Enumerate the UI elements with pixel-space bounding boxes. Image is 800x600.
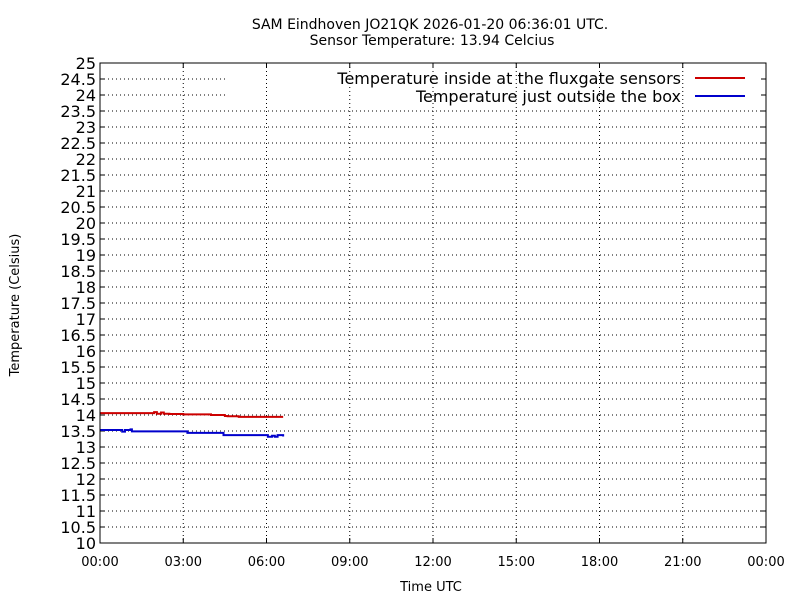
x-tick-label: 06:00	[248, 555, 285, 570]
y-tick-label: 19	[76, 246, 96, 265]
x-tick-label: 09:00	[331, 555, 368, 570]
y-tick-label: 14.5	[60, 390, 96, 409]
y-tick-label: 24	[76, 86, 96, 105]
y-tick-label: 13	[76, 438, 96, 457]
y-tick-label: 19.5	[60, 230, 96, 249]
y-tick-label: 22	[76, 150, 96, 169]
y-tick-label: 23	[76, 118, 96, 137]
y-tick-label: 11	[76, 502, 96, 521]
axis-ticks: 1010.51111.51212.51313.51414.51515.51616…	[60, 54, 784, 570]
x-tick-label: 12:00	[414, 555, 451, 570]
y-tick-label: 15	[76, 374, 96, 393]
y-axis-label: Temperature (Celsius)	[8, 234, 23, 378]
y-tick-label: 16	[76, 342, 96, 361]
y-tick-label: 18.5	[60, 262, 96, 281]
y-tick-label: 14	[76, 406, 96, 425]
series-line-0	[100, 411, 284, 418]
x-axis-label: Time UTC	[399, 580, 462, 595]
x-tick-label: 00:00	[81, 555, 118, 570]
x-tick-label: 03:00	[165, 555, 202, 570]
legend-label-0: Temperature inside at the fluxgate senso…	[336, 69, 681, 88]
x-tick-label: 18:00	[581, 555, 618, 570]
y-tick-label: 10	[76, 534, 96, 553]
x-tick-label: 15:00	[498, 555, 535, 570]
y-tick-label: 20	[76, 214, 96, 233]
y-tick-label: 20.5	[60, 198, 96, 217]
y-tick-label: 17.5	[60, 294, 96, 313]
legend: Temperature inside at the fluxgate senso…	[336, 69, 745, 106]
y-tick-label: 15.5	[60, 358, 96, 377]
series-line-1	[100, 428, 285, 438]
data-series	[100, 411, 285, 438]
y-tick-label: 25	[76, 54, 96, 73]
x-tick-label: 21:00	[664, 555, 701, 570]
y-tick-label: 10.5	[60, 518, 96, 537]
y-tick-label: 21.5	[60, 166, 96, 185]
y-tick-label: 18	[76, 278, 96, 297]
legend-label-1: Temperature just outside the box	[415, 87, 681, 106]
y-tick-label: 12.5	[60, 454, 96, 473]
y-tick-label: 17	[76, 310, 96, 329]
y-tick-label: 22.5	[60, 134, 96, 153]
y-tick-label: 13.5	[60, 422, 96, 441]
y-tick-label: 24.5	[60, 70, 96, 89]
chart-title: SAM Eindhoven JO21QK 2026-01-20 06:36:01…	[252, 17, 608, 33]
chart-subtitle: Sensor Temperature: 13.94 Celcius	[310, 33, 555, 49]
y-tick-label: 16.5	[60, 326, 96, 345]
y-tick-label: 23.5	[60, 102, 96, 121]
y-tick-label: 11.5	[60, 486, 96, 505]
y-tick-label: 12	[76, 470, 96, 489]
y-tick-label: 21	[76, 182, 96, 201]
x-tick-label: 00:00	[747, 555, 784, 570]
plot-frame	[99, 62, 767, 544]
grid-lines	[100, 63, 766, 543]
